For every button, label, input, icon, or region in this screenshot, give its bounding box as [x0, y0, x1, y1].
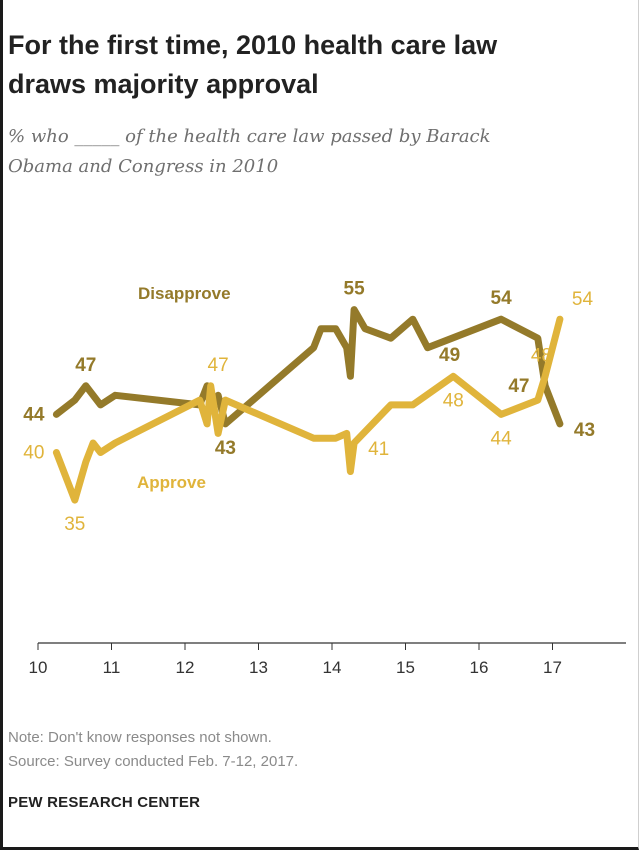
approve-data-label: 54: [572, 289, 594, 310]
title-line-2: draws majority approval: [8, 69, 319, 99]
line-chart: 10 11 12 13 14 15 16 17 44 47 43 55 49 54 47 43 40 35 47 41…: [23, 279, 626, 677]
approve-data-label: 48: [531, 345, 552, 366]
disapprove-data-label: 43: [215, 438, 236, 459]
approve-data-label: 47: [208, 355, 229, 376]
approve-line: [52, 315, 564, 504]
x-tick-label: 12: [176, 658, 195, 677]
disapprove-series-label: Disapprove: [138, 284, 231, 303]
approve-data-label: 35: [64, 514, 85, 535]
note-text: Note: Don't know responses not shown.: [8, 729, 272, 746]
chart-notes: Note: Don't know responses not shown. So…: [8, 726, 628, 774]
disapprove-data-label: 47: [75, 355, 96, 376]
x-tick-label: 11: [103, 658, 121, 677]
disapprove-data-label: 47: [508, 376, 529, 397]
approve-data-label: 41: [368, 439, 389, 460]
org-credit: PEW RESEARCH CENTER: [8, 794, 201, 811]
subtitle-line-2: Obama and Congress in 2010: [8, 156, 279, 177]
disapprove-data-label: 44: [23, 404, 45, 425]
source-text: Source: Survey conducted Feb. 7-12, 2017…: [8, 753, 299, 770]
x-tick-label: 17: [543, 658, 562, 677]
chart-title: For the first time, 2010 health care law…: [8, 26, 628, 104]
title-line-1: For the first time, 2010 health care law: [8, 30, 498, 60]
disapprove-line: [52, 306, 564, 428]
approve-data-label: 44: [491, 428, 513, 449]
x-tick-label: 15: [396, 658, 415, 677]
x-tick-label: 10: [29, 658, 48, 677]
x-tick-label: 14: [323, 658, 342, 677]
disapprove-data-label: 55: [344, 279, 366, 300]
x-tick-label: 13: [249, 658, 268, 677]
approve-data-label: 40: [23, 443, 44, 464]
disapprove-data-label: 49: [439, 345, 460, 366]
approve-data-label: 48: [443, 390, 464, 411]
x-tick-label: 16: [470, 658, 489, 677]
subtitle-line-1: % who _____ of the health care law passe…: [8, 126, 491, 147]
disapprove-data-label: 43: [574, 420, 595, 441]
approve-series-label: Approve: [137, 473, 206, 492]
disapprove-data-label: 54: [491, 288, 513, 309]
chart-subtitle: % who _____ of the health care law passe…: [8, 122, 628, 182]
